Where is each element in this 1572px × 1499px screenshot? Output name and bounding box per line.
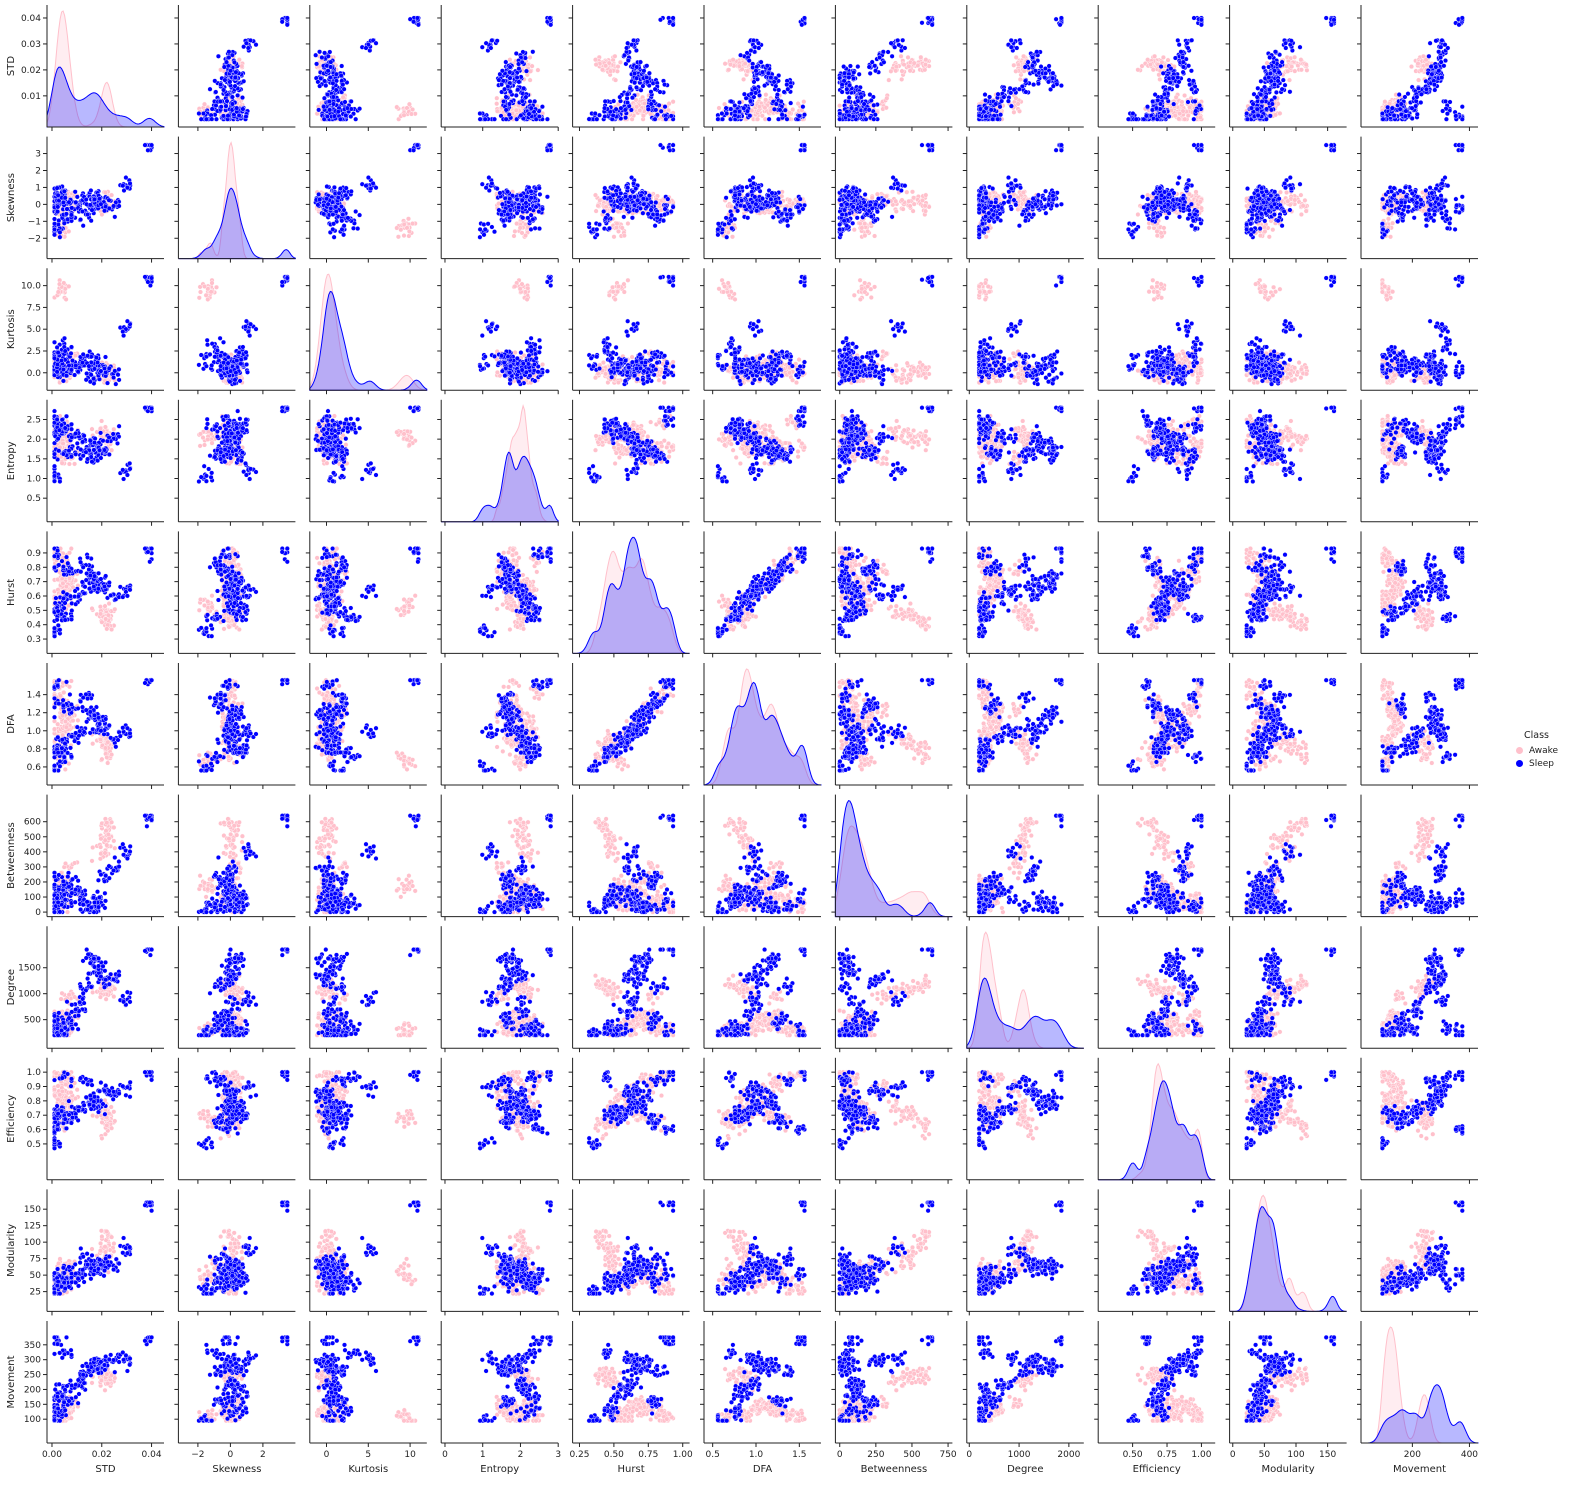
point-sleep xyxy=(210,107,215,112)
point-sleep xyxy=(218,99,223,104)
point-awake xyxy=(202,102,207,107)
point-sleep xyxy=(221,114,226,119)
y-tick-label: 0.01 xyxy=(21,92,41,102)
point-sleep xyxy=(224,60,229,65)
point-sleep xyxy=(285,16,290,21)
point-sleep xyxy=(201,111,206,116)
point-sleep xyxy=(219,105,224,110)
point-sleep xyxy=(197,111,202,116)
point-sleep xyxy=(213,79,218,84)
point-sleep xyxy=(225,99,230,104)
panel-std-vs-kurtosis xyxy=(306,5,427,131)
point-awake xyxy=(237,57,242,62)
point-sleep xyxy=(234,106,239,111)
point-sleep xyxy=(227,55,232,60)
point-sleep xyxy=(204,117,209,122)
point-sleep xyxy=(280,20,285,25)
point-sleep xyxy=(216,54,221,59)
point-sleep xyxy=(244,41,249,46)
point-awake xyxy=(240,64,245,69)
point-sleep xyxy=(285,23,290,28)
y-tick-label: 0.02 xyxy=(21,66,41,76)
point-sleep xyxy=(230,102,235,107)
point-sleep xyxy=(254,42,259,47)
point-sleep xyxy=(241,107,246,112)
panel-std-vs-std: 0.01 0.02 0.03 0.04 STD xyxy=(6,5,164,131)
point-sleep xyxy=(244,114,249,119)
point-sleep xyxy=(214,117,219,122)
point-sleep xyxy=(226,113,231,118)
point-sleep xyxy=(208,87,213,92)
point-sleep xyxy=(224,104,229,109)
point-sleep xyxy=(234,70,239,75)
point-sleep xyxy=(228,69,233,74)
point-sleep xyxy=(209,117,214,122)
y-tick-label: 0.04 xyxy=(21,14,41,24)
panel-std-vs-skewness xyxy=(174,5,295,131)
point-sleep xyxy=(228,80,233,85)
point-sleep xyxy=(230,95,235,100)
point-sleep xyxy=(248,38,253,43)
point-sleep xyxy=(237,113,242,118)
y-tick-label: 0.03 xyxy=(21,40,41,50)
point-sleep xyxy=(223,78,228,83)
point-sleep xyxy=(240,95,245,100)
point-sleep xyxy=(218,82,223,87)
point-sleep xyxy=(222,65,227,70)
point-sleep xyxy=(235,93,240,98)
point-sleep xyxy=(199,117,204,122)
y-axis-label-std: STD xyxy=(6,56,17,76)
point-sleep xyxy=(246,46,251,51)
point-sleep xyxy=(214,90,219,95)
point-sleep xyxy=(227,50,232,55)
point-sleep xyxy=(232,60,237,65)
point-sleep xyxy=(233,75,238,80)
point-sleep xyxy=(233,84,238,89)
point-sleep xyxy=(241,79,246,84)
